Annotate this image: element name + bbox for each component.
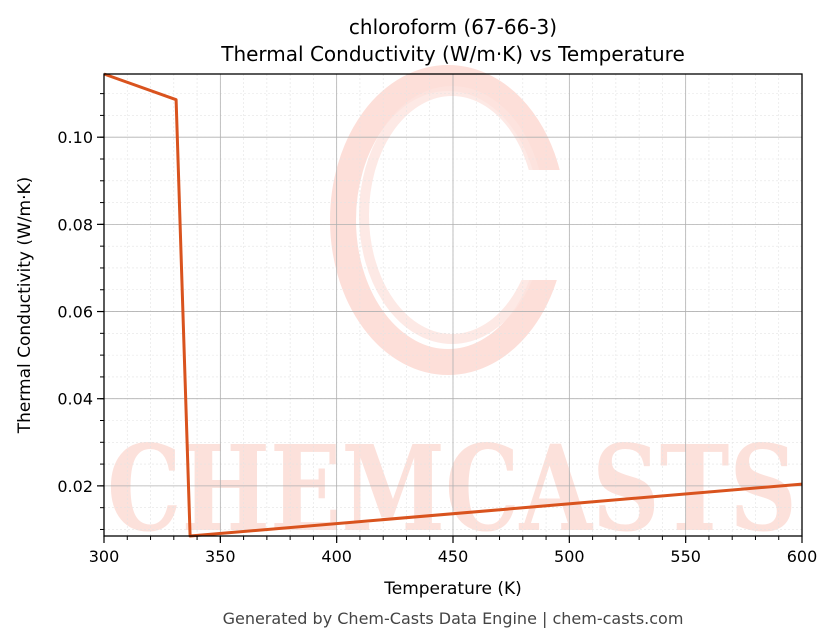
footer-credit: Generated by Chem-Casts Data Engine | ch… [223,609,684,628]
chart-subtitle: Thermal Conductivity (W/m·K) vs Temperat… [220,42,685,66]
y-tick-label: 0.02 [57,477,93,496]
y-tick-label: 0.10 [57,128,93,147]
x-tick-label: 350 [205,547,236,566]
y-axis-ticks: 0.02 0.04 0.06 0.08 0.10 [57,93,104,530]
series-line [103,72,803,538]
x-axis-ticks: 300 350 400 450 500 550 600 [89,536,818,566]
watermark-logo-icon [330,65,575,375]
x-tick-label: 400 [321,547,352,566]
x-tick-label: 450 [438,547,469,566]
x-tick-label: 500 [554,547,585,566]
watermark-text: CHEMCASTS [107,419,797,558]
x-tick-label: 550 [670,547,701,566]
x-tick-label: 600 [787,547,818,566]
x-tick-label: 300 [89,547,120,566]
y-tick-label: 0.04 [57,390,93,409]
y-axis-label: Thermal Conductivity (W/m·K) [15,177,35,435]
series-layer [103,72,803,538]
y-tick-label: 0.08 [57,215,93,234]
chart-title: chloroform (67-66-3) [349,15,557,39]
y-tick-label: 0.06 [57,303,93,322]
x-axis-label: Temperature (K) [383,579,522,599]
